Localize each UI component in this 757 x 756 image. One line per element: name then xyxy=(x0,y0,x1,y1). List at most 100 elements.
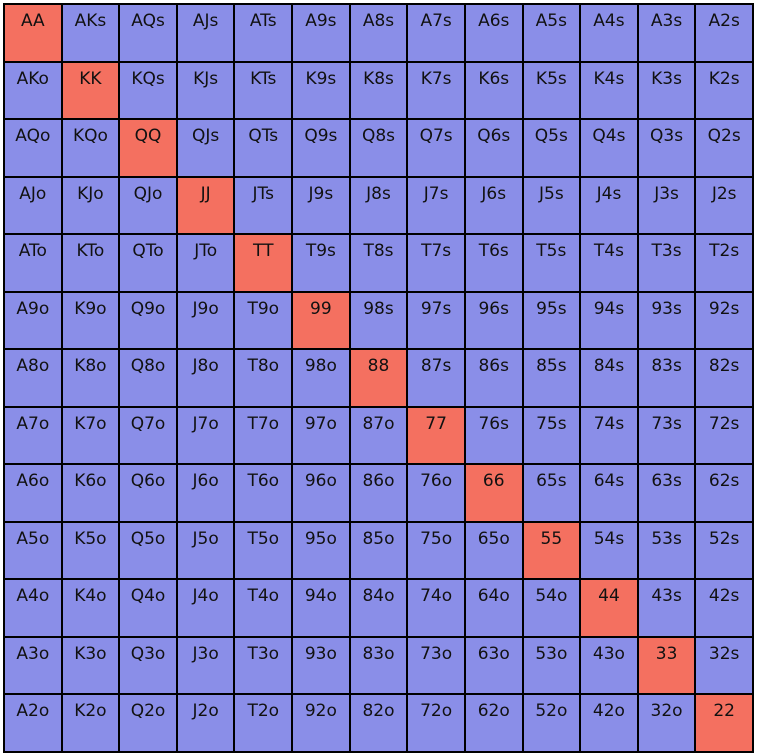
hand-cell-98o[interactable]: 98o xyxy=(293,350,349,406)
hand-cell-44[interactable]: 44 xyxy=(581,580,637,636)
hand-cell-t7s[interactable]: T7s xyxy=(408,235,464,291)
hand-cell-kts[interactable]: KTs xyxy=(235,62,292,119)
hand-cell-53s[interactable]: 53s xyxy=(638,522,695,579)
hand-cell-t7o[interactable]: T7o xyxy=(235,407,292,464)
hand-cell-j4s[interactable]: J4s xyxy=(581,177,637,234)
hand-cell-52s[interactable]: 52s xyxy=(696,522,752,579)
hand-cell-73o[interactable]: 73o xyxy=(408,637,464,694)
hand-cell-ako[interactable]: AKo xyxy=(5,62,61,119)
hand-cell-kk[interactable]: KK xyxy=(62,62,119,119)
hand-cell-ats[interactable]: ATs xyxy=(235,5,292,61)
hand-cell-qjs[interactable]: QJs xyxy=(177,120,234,176)
hand-cell-j6s[interactable]: J6s xyxy=(465,177,522,234)
hand-cell-a5s[interactable]: A5s xyxy=(523,5,580,61)
hand-cell-ajo[interactable]: AJo xyxy=(5,177,61,234)
hand-cell-t5s[interactable]: T5s xyxy=(523,235,580,291)
hand-cell-77[interactable]: 77 xyxy=(408,407,464,464)
hand-cell-75s[interactable]: 75s xyxy=(523,407,580,464)
hand-cell-a9o[interactable]: A9o xyxy=(5,292,61,349)
hand-cell-64o[interactable]: 64o xyxy=(465,580,522,636)
hand-cell-q7s[interactable]: Q7s xyxy=(408,120,464,176)
hand-cell-t2s[interactable]: T2s xyxy=(696,235,752,291)
hand-cell-a6o[interactable]: A6o xyxy=(5,465,61,521)
hand-cell-k4s[interactable]: K4s xyxy=(581,62,637,119)
hand-cell-j5o[interactable]: J5o xyxy=(177,522,234,579)
hand-cell-k2o[interactable]: K2o xyxy=(62,695,119,751)
hand-cell-t4s[interactable]: T4s xyxy=(581,235,637,291)
hand-cell-k8s[interactable]: K8s xyxy=(350,62,407,119)
hand-cell-32o[interactable]: 32o xyxy=(638,695,695,751)
hand-cell-63o[interactable]: 63o xyxy=(465,637,522,694)
hand-cell-54s[interactable]: 54s xyxy=(581,522,637,579)
hand-cell-99[interactable]: 99 xyxy=(293,292,349,349)
hand-cell-k9s[interactable]: K9s xyxy=(293,62,349,119)
hand-cell-a5o[interactable]: A5o xyxy=(5,522,61,579)
hand-cell-97s[interactable]: 97s xyxy=(408,292,464,349)
hand-cell-k4o[interactable]: K4o xyxy=(62,580,119,636)
hand-cell-q5o[interactable]: Q5o xyxy=(120,522,176,579)
hand-cell-52o[interactable]: 52o xyxy=(523,695,580,751)
hand-cell-t9s[interactable]: T9s xyxy=(293,235,349,291)
hand-cell-83s[interactable]: 83s xyxy=(638,350,695,406)
hand-cell-q3o[interactable]: Q3o xyxy=(120,637,176,694)
hand-cell-k3s[interactable]: K3s xyxy=(638,62,695,119)
hand-cell-j7o[interactable]: J7o xyxy=(177,407,234,464)
hand-cell-85o[interactable]: 85o xyxy=(350,522,407,579)
hand-cell-a6s[interactable]: A6s xyxy=(465,5,522,61)
hand-cell-95o[interactable]: 95o xyxy=(293,522,349,579)
hand-cell-74o[interactable]: 74o xyxy=(408,580,464,636)
hand-cell-t5o[interactable]: T5o xyxy=(235,522,292,579)
hand-cell-76o[interactable]: 76o xyxy=(408,465,464,521)
hand-cell-kqo[interactable]: KQo xyxy=(62,120,119,176)
hand-cell-kto[interactable]: KTo xyxy=(62,235,119,291)
hand-cell-j3o[interactable]: J3o xyxy=(177,637,234,694)
hand-cell-t6s[interactable]: T6s xyxy=(465,235,522,291)
hand-cell-63s[interactable]: 63s xyxy=(638,465,695,521)
hand-cell-73s[interactable]: 73s xyxy=(638,407,695,464)
hand-cell-42s[interactable]: 42s xyxy=(696,580,752,636)
hand-cell-kqs[interactable]: KQs xyxy=(120,62,176,119)
hand-cell-75o[interactable]: 75o xyxy=(408,522,464,579)
hand-cell-k7s[interactable]: K7s xyxy=(408,62,464,119)
hand-cell-98s[interactable]: 98s xyxy=(350,292,407,349)
hand-cell-aa[interactable]: AA xyxy=(5,5,61,61)
hand-cell-22[interactable]: 22 xyxy=(696,695,752,751)
hand-cell-65o[interactable]: 65o xyxy=(465,522,522,579)
hand-cell-72o[interactable]: 72o xyxy=(408,695,464,751)
hand-cell-83o[interactable]: 83o xyxy=(350,637,407,694)
hand-cell-86o[interactable]: 86o xyxy=(350,465,407,521)
hand-cell-33[interactable]: 33 xyxy=(638,637,695,694)
hand-cell-ajs[interactable]: AJs xyxy=(177,5,234,61)
hand-cell-tt[interactable]: TT xyxy=(235,235,292,291)
hand-cell-jto[interactable]: JTo xyxy=(177,235,234,291)
hand-cell-43s[interactable]: 43s xyxy=(638,580,695,636)
hand-cell-j5s[interactable]: J5s xyxy=(523,177,580,234)
hand-cell-32s[interactable]: 32s xyxy=(696,637,752,694)
hand-cell-k3o[interactable]: K3o xyxy=(62,637,119,694)
hand-cell-64s[interactable]: 64s xyxy=(581,465,637,521)
hand-cell-87s[interactable]: 87s xyxy=(408,350,464,406)
hand-cell-87o[interactable]: 87o xyxy=(350,407,407,464)
hand-cell-q4o[interactable]: Q4o xyxy=(120,580,176,636)
hand-cell-55[interactable]: 55 xyxy=(523,522,580,579)
hand-cell-92o[interactable]: 92o xyxy=(293,695,349,751)
hand-cell-t8o[interactable]: T8o xyxy=(235,350,292,406)
hand-cell-qjo[interactable]: QJo xyxy=(120,177,176,234)
hand-cell-j3s[interactable]: J3s xyxy=(638,177,695,234)
hand-cell-k5s[interactable]: K5s xyxy=(523,62,580,119)
hand-cell-k6o[interactable]: K6o xyxy=(62,465,119,521)
hand-cell-j9s[interactable]: J9s xyxy=(293,177,349,234)
hand-cell-ato[interactable]: ATo xyxy=(5,235,61,291)
hand-cell-q6o[interactable]: Q6o xyxy=(120,465,176,521)
hand-cell-qq[interactable]: QQ xyxy=(120,120,176,176)
hand-cell-94o[interactable]: 94o xyxy=(293,580,349,636)
hand-cell-qts[interactable]: QTs xyxy=(235,120,292,176)
hand-cell-t6o[interactable]: T6o xyxy=(235,465,292,521)
hand-cell-a8o[interactable]: A8o xyxy=(5,350,61,406)
hand-cell-a3o[interactable]: A3o xyxy=(5,637,61,694)
hand-cell-j8s[interactable]: J8s xyxy=(350,177,407,234)
hand-cell-k9o[interactable]: K9o xyxy=(62,292,119,349)
hand-cell-a3s[interactable]: A3s xyxy=(638,5,695,61)
hand-cell-84s[interactable]: 84s xyxy=(581,350,637,406)
hand-cell-aqo[interactable]: AQo xyxy=(5,120,61,176)
